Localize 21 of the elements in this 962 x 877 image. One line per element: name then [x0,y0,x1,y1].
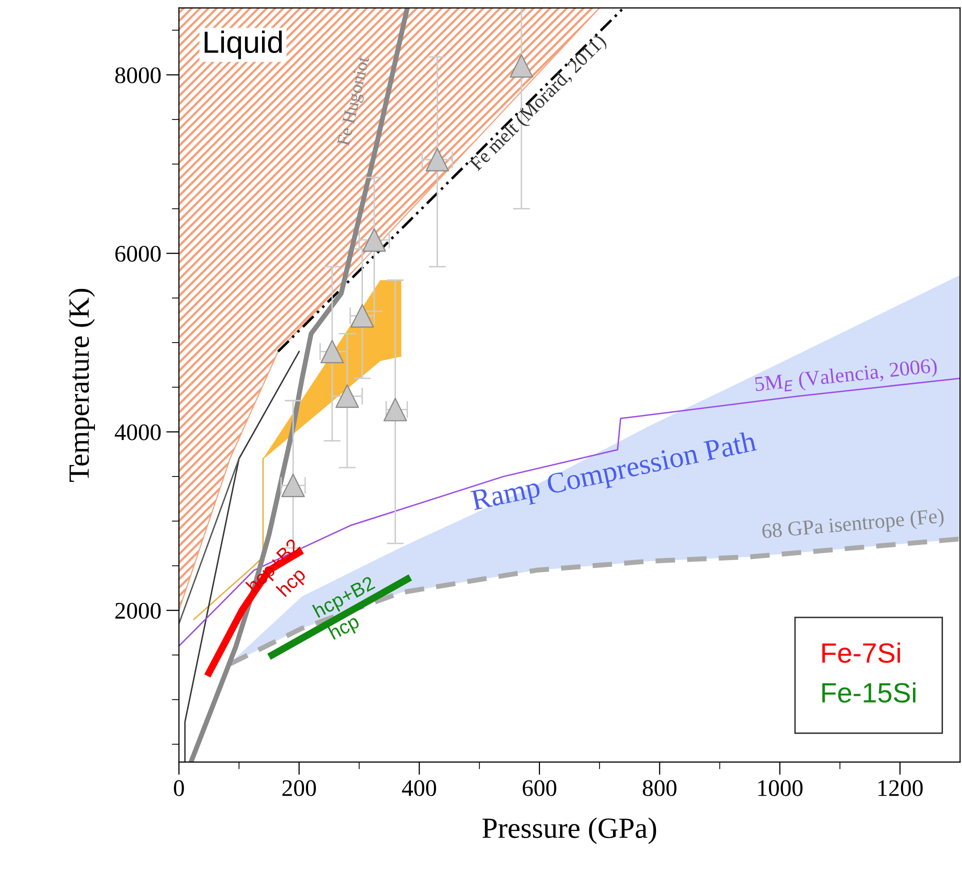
annotation: Liquid [204,30,282,60]
x-tick-label: 600 [522,780,556,796]
text: Fe-15Si [822,682,916,703]
y-tick-label: 2000 [115,602,161,619]
annotation: Fe Hugoniot [337,56,373,147]
y-tick-label: 4000 [114,424,161,440]
y-tick-label: 8000 [115,67,161,84]
y-tick-label: 6000 [115,246,161,262]
x-tick-label: 400 [402,780,436,796]
x-tick-label: 0 [174,780,184,796]
annotation: hcp [328,614,362,644]
x-axis-title: Pressure (GPa) [482,818,656,844]
annotation: Ramp Compression Path [470,430,758,516]
text: Fe-7Si [822,642,900,663]
x-tick-label: 1200 [878,780,923,796]
x-tick-label: 200 [282,780,316,796]
x-tick-label: 1000 [758,780,803,796]
annotation: 68 GPa isentrope (Fe) [762,508,944,543]
annotation: 5M$_{E}$ (Valencia, 2006) [754,358,938,396]
y-axis-title: Temperature (K) [68,288,95,482]
x-tick-label: 800 [642,780,676,796]
